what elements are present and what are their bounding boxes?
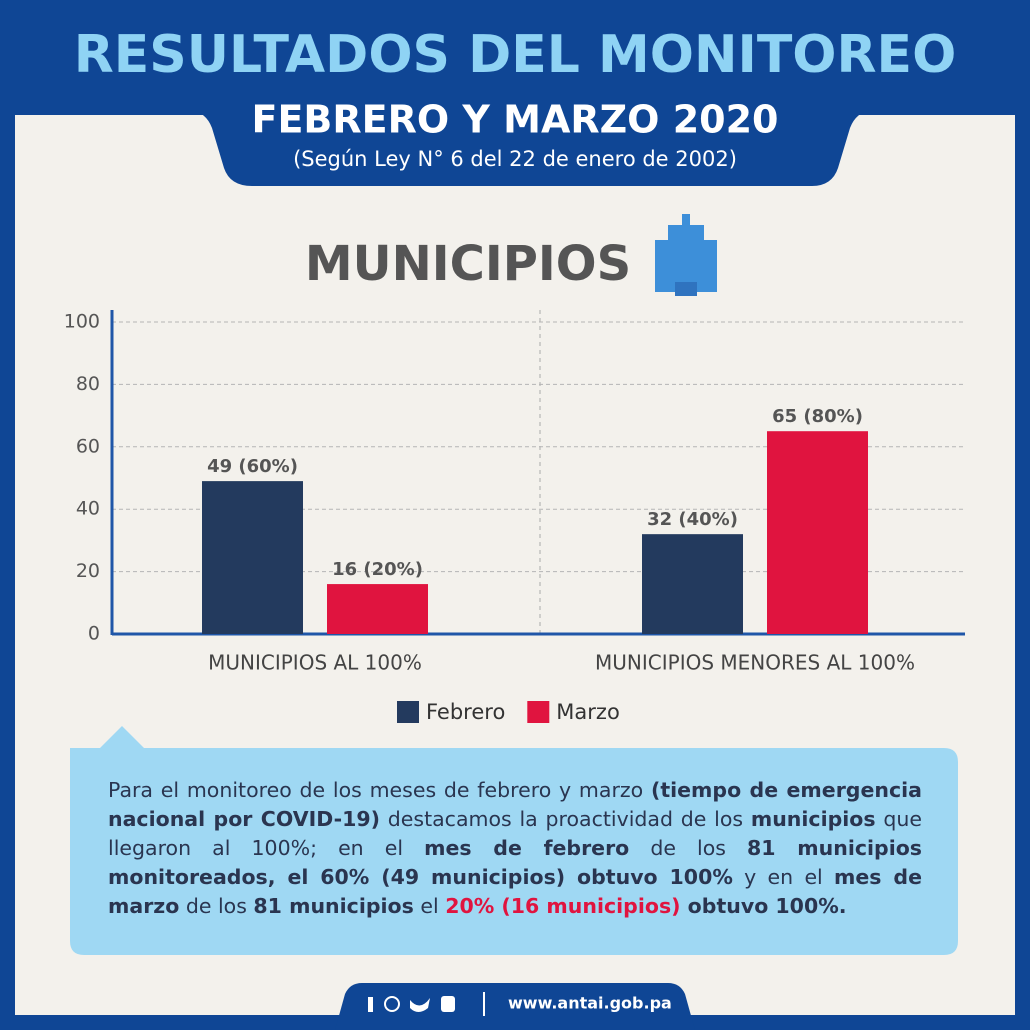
y-tick-label: 20 <box>76 560 100 582</box>
summary-segment: mes de marzo <box>108 865 922 918</box>
summary-segment: que llegaron al 100%; en el <box>108 807 922 860</box>
x-tick-label: MUNICIPIOS MENORES AL 100% <box>595 651 915 675</box>
summary-box <box>70 726 958 955</box>
y-tick-label: 80 <box>76 373 100 395</box>
y-tick-label: 40 <box>76 498 100 520</box>
summary-segment: el <box>413 894 446 918</box>
footer-tab <box>335 983 695 1030</box>
x-tick-label: MUNICIPIOS AL 100% <box>208 651 422 675</box>
summary-segment: (tiempo de emergencia nacional por COVID… <box>108 778 922 831</box>
value-label: 49 (60%) <box>207 456 298 477</box>
summary-segment: obtuvo 100%. <box>680 894 847 918</box>
summary-segment: y en el <box>732 865 835 889</box>
social-icons <box>368 996 455 1012</box>
summary-segment: 81 municipios monitoreados, el 60% (49 m… <box>108 836 923 889</box>
law-note: (Según Ley N° 6 del 22 de enero de 2002) <box>293 147 737 171</box>
building-icon <box>655 214 717 296</box>
legend-label: Febrero <box>426 700 505 724</box>
summary-segment: municipios <box>750 807 876 831</box>
bar <box>642 534 743 634</box>
title: RESULTADOS DEL MONITOREO <box>74 25 957 85</box>
footer-url: www.antai.gob.pa <box>508 994 672 1013</box>
summary-segment: de los <box>629 836 748 860</box>
summary-segment: Para el monitoreo de los meses de febrer… <box>108 778 651 802</box>
chart-title: MUNICIPIOS <box>305 236 631 292</box>
summary-segment: 81 municipios <box>253 894 414 918</box>
summary-segment: 20% (16 municipios) <box>445 894 681 918</box>
legend-swatch <box>397 701 419 723</box>
y-tick-label: 0 <box>88 623 100 645</box>
legend-label: Marzo <box>556 700 620 724</box>
y-tick-label: 100 <box>64 311 100 333</box>
summary-segment: de los <box>179 894 254 918</box>
bar <box>202 481 303 634</box>
summary-segment: mes de febrero <box>424 836 630 860</box>
value-label: 65 (80%) <box>772 406 863 427</box>
legend-swatch <box>527 701 550 723</box>
subtitle: FEBRERO Y MARZO 2020 <box>252 98 779 142</box>
summary-text: Para el monitoreo de los meses de febrer… <box>108 776 922 921</box>
bar <box>327 584 428 634</box>
summary-segment: destacamos la proactividad de los <box>380 807 751 831</box>
header-tab <box>190 110 872 186</box>
y-tick-label: 60 <box>76 435 100 457</box>
bar <box>767 431 868 634</box>
value-label: 32 (40%) <box>647 509 738 530</box>
value-label: 16 (20%) <box>332 559 423 580</box>
